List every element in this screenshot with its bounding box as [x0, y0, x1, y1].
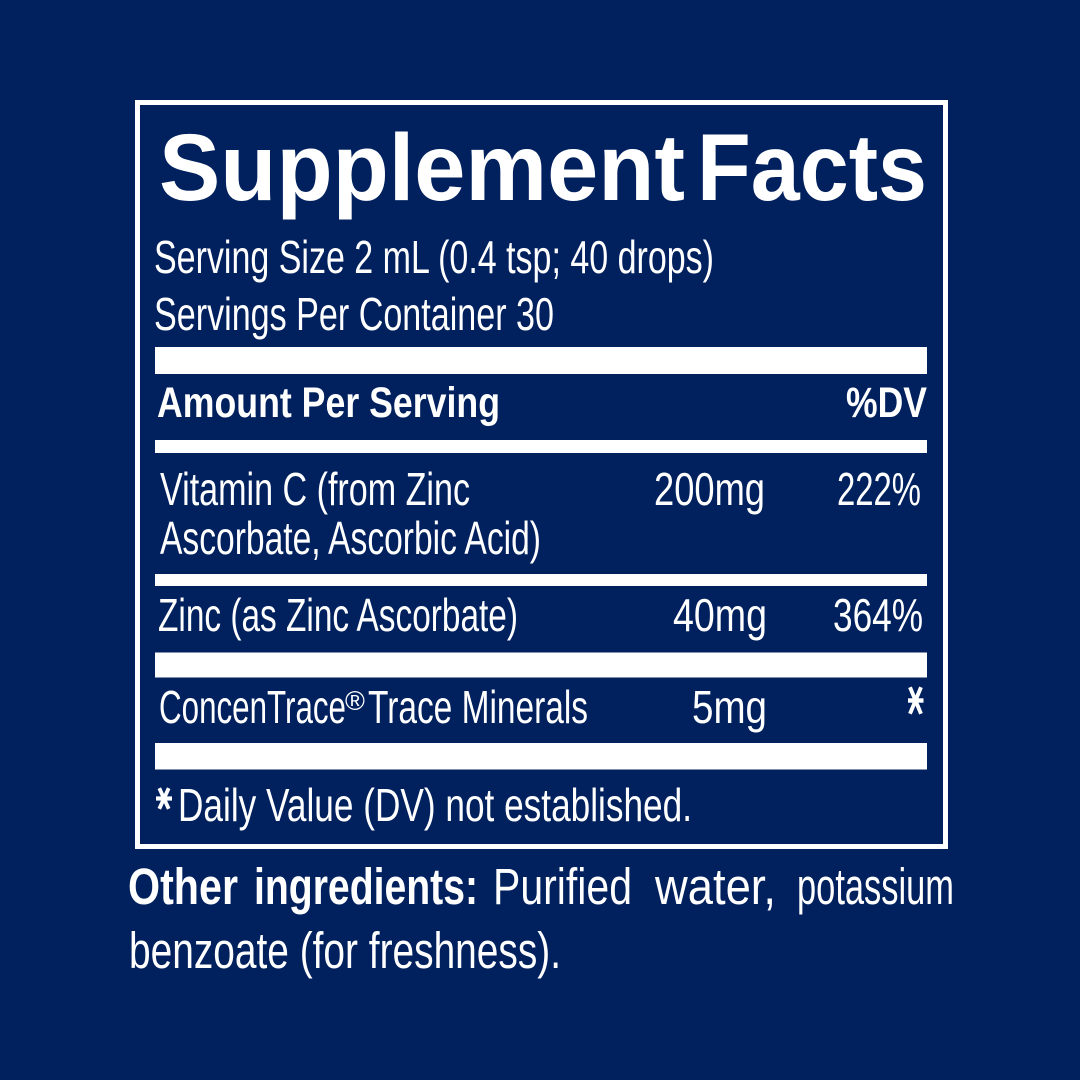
svg-text:5mg: 5mg	[692, 681, 767, 733]
svg-text:Ascorbate, Ascorbic Acid): Ascorbate, Ascorbic Acid)	[160, 512, 541, 564]
svg-text:Trace Minerals: Trace Minerals	[368, 681, 588, 733]
svg-text:Vitamin C (from Zinc: Vitamin C (from Zinc	[160, 463, 470, 515]
svg-text:benzoate (for freshness).: benzoate (for freshness).	[129, 922, 561, 979]
svg-text:water,: water,	[654, 858, 776, 915]
svg-text:ingredients:: ingredients:	[254, 858, 478, 915]
svg-text:Daily Value (DV) not establish: Daily Value (DV) not established.	[178, 779, 692, 831]
svg-text:ConcenTrace: ConcenTrace	[159, 681, 346, 733]
svg-text:200mg: 200mg	[654, 463, 765, 515]
svg-text:40mg: 40mg	[673, 589, 767, 641]
svg-text:Facts: Facts	[697, 115, 927, 221]
svg-text:Supplement: Supplement	[159, 115, 685, 221]
svg-text:Serving Size 2 mL (0.4 tsp; 40: Serving Size 2 mL (0.4 tsp; 40 drops)	[154, 231, 714, 283]
svg-text:222%: 222%	[837, 463, 921, 515]
svg-text:Zinc (as Zinc Ascorbate): Zinc (as Zinc Ascorbate)	[158, 589, 518, 641]
svg-text:Purified: Purified	[493, 858, 632, 915]
svg-text:®: ®	[345, 686, 365, 716]
svg-text:Other: Other	[128, 858, 238, 915]
svg-text:%DV: %DV	[846, 379, 927, 427]
svg-text:Servings Per Container 30: Servings Per Container 30	[154, 288, 554, 340]
svg-text:Amount Per Serving: Amount Per Serving	[157, 379, 500, 427]
svg-text:364%: 364%	[833, 589, 923, 641]
svg-text:potassium: potassium	[797, 858, 954, 915]
